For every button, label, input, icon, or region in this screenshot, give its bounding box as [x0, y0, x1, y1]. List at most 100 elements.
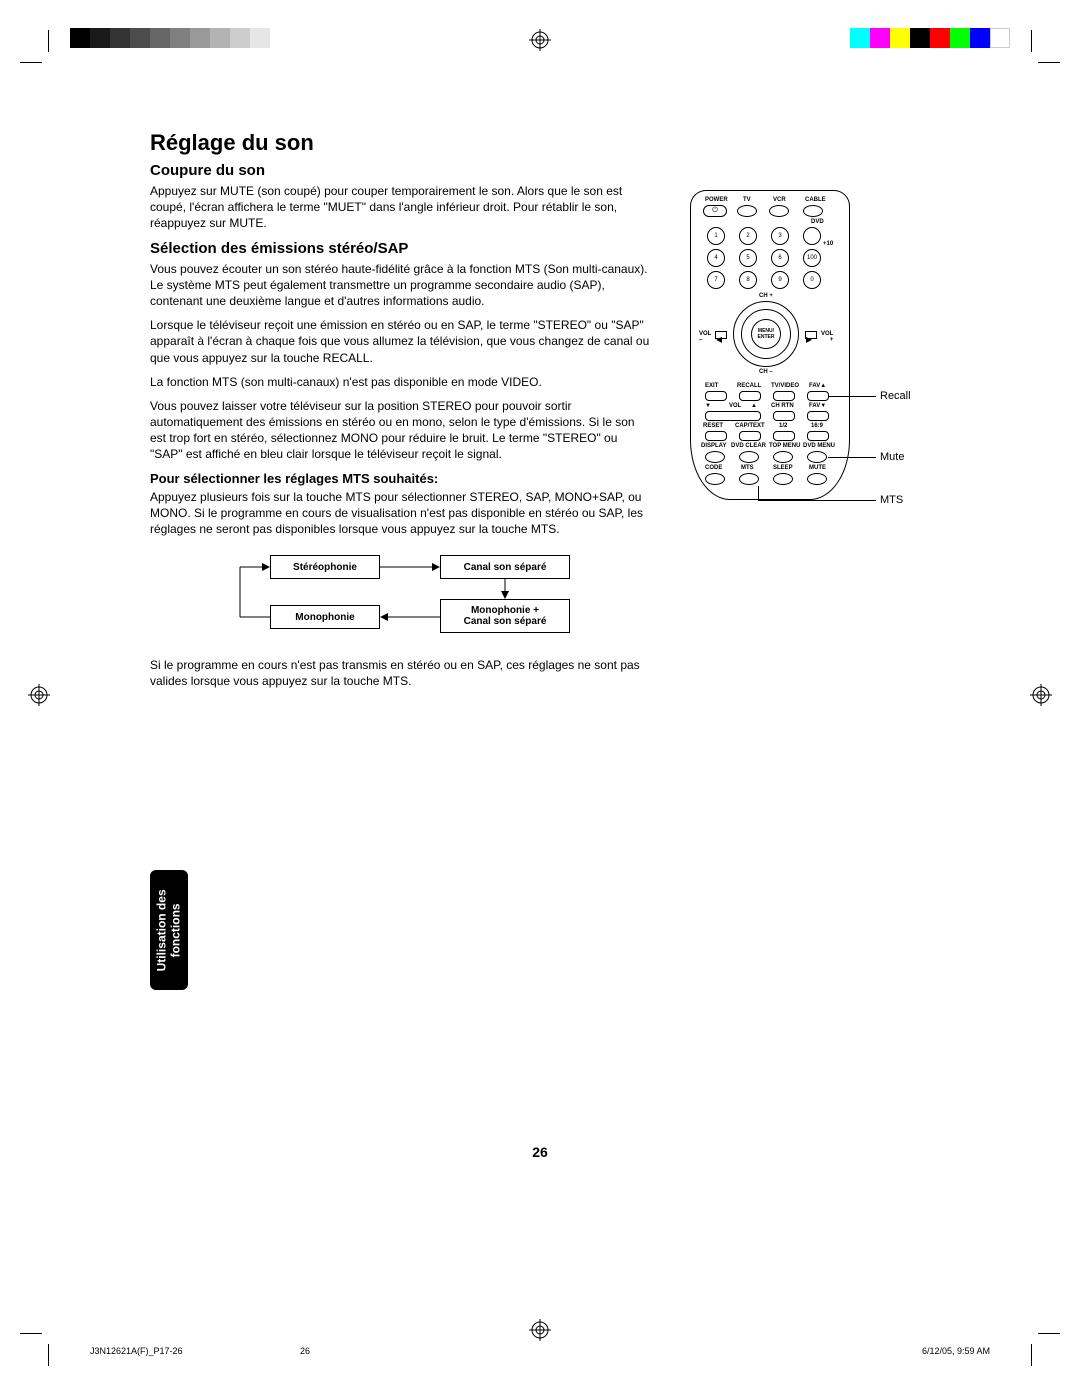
- remote-label: 16:9: [811, 423, 823, 429]
- remote-num-9: 9: [771, 271, 789, 289]
- remote-vcr-button: [769, 205, 789, 217]
- remote-label: DVD MENU: [803, 443, 835, 449]
- paragraph: Vous pouvez écouter un son stéréo haute-…: [150, 261, 650, 310]
- remote-topmenu-btn: [773, 451, 793, 463]
- callout-line: [758, 500, 876, 501]
- remote-label-cable: CABLE: [805, 197, 826, 203]
- section-tab-label: Utilisation des fonctions: [155, 889, 184, 971]
- callout-mute: Mute: [880, 451, 904, 463]
- page-title: Réglage du son: [150, 130, 930, 156]
- remote-label: VOL: [729, 403, 741, 409]
- remote-label-chplus: CH +: [759, 293, 773, 299]
- tab-line: Utilisation des: [155, 889, 169, 971]
- crop-mark: [20, 62, 42, 63]
- remote-label: DISPLAY: [701, 443, 726, 449]
- remote-right-arrow: ▸: [805, 331, 817, 339]
- page-number: 26: [532, 1144, 548, 1160]
- remote-mts-btn: [739, 473, 759, 485]
- remote-label: ▲: [751, 403, 757, 409]
- remote-label: FAV▼: [809, 403, 826, 409]
- remote-num-4: 4: [707, 249, 725, 267]
- crop-mark: [20, 1333, 42, 1334]
- remote-tv-button: [737, 205, 757, 217]
- mts-cycle-diagram: Stéréophonie Canal son séparé Monophonie…: [210, 547, 610, 647]
- heading-sap: Sélection des émissions stéréo/SAP: [150, 240, 650, 257]
- footer-timestamp: 6/12/05, 9:59 AM: [922, 1346, 990, 1356]
- remote-num-7: 7: [707, 271, 725, 289]
- remote-code-btn: [705, 473, 725, 485]
- callout-line: [828, 396, 876, 397]
- remote-label-volplus: VOL+: [821, 331, 833, 343]
- registration-mark-icon: [529, 1319, 551, 1341]
- remote-label: DVD CLEAR: [731, 443, 766, 449]
- remote-label: TV/VIDEO: [771, 383, 799, 389]
- remote-num-1: 1: [707, 227, 725, 245]
- left-text-column: Coupure du son Appuyez sur MUTE (son cou…: [150, 162, 650, 690]
- paragraph: La fonction MTS (son multi-canaux) n'est…: [150, 374, 650, 390]
- remote-exit-btn: [705, 391, 727, 401]
- callout-line-v: [758, 486, 759, 500]
- remote-power-button: ⏻: [703, 205, 727, 217]
- cmyk-bar: [850, 28, 1010, 48]
- greyscale-bar: [70, 28, 270, 48]
- remote-dvdclear-btn: [739, 451, 759, 463]
- paragraph: Appuyez plusieurs fois sur la touche MTS…: [150, 489, 650, 538]
- remote-label: ▼: [705, 403, 711, 409]
- paragraph: Appuyez sur MUTE (son coupé) pour couper…: [150, 183, 650, 232]
- remote-dvdmenu-btn: [807, 451, 827, 463]
- remote-figure: POWER TV VCR CABLE ⏻ DVD 1 2 3 +10 4 5 6…: [690, 190, 930, 500]
- remote-label: RECALL: [737, 383, 761, 389]
- remote-label: 1/2: [779, 423, 787, 429]
- remote-favup-btn: [807, 391, 829, 401]
- remote-menu-enter: MENU/ ENTER: [751, 319, 781, 349]
- remote-num-3: 3: [771, 227, 789, 245]
- remote-label-chminus: CH –: [759, 369, 773, 375]
- remote-label-dvd: DVD: [811, 219, 824, 225]
- remote-captext-btn: [739, 431, 761, 441]
- remote-label: CH RTN: [771, 403, 794, 409]
- remote-favdn-btn: [807, 411, 829, 421]
- remote-chrtn-btn: [773, 411, 795, 421]
- remote-label: EXIT: [705, 383, 718, 389]
- remote-label: MTS: [741, 465, 754, 471]
- remote-num-6: 6: [771, 249, 789, 267]
- registration-mark-icon: [529, 29, 551, 51]
- crop-mark: [48, 1344, 49, 1366]
- remote-mute-btn: [807, 473, 827, 485]
- registration-mark-icon: [1030, 684, 1052, 706]
- callout-recall: Recall: [880, 390, 911, 402]
- remote-label: RESET: [703, 423, 723, 429]
- remote-label: MUTE: [809, 465, 826, 471]
- remote-169-btn: [807, 431, 829, 441]
- remote-label: TOP MENU: [769, 443, 800, 449]
- remote-sleep-btn: [773, 473, 793, 485]
- crop-mark: [1038, 1333, 1060, 1334]
- remote-label: CAP/TEXT: [735, 423, 765, 429]
- registration-mark-icon: [28, 684, 50, 706]
- remote-cable-button: [803, 205, 823, 217]
- remote-reset-btn: [705, 431, 727, 441]
- tab-line: fonctions: [169, 903, 183, 957]
- heading-coupure: Coupure du son: [150, 162, 650, 179]
- remote-label-power: POWER: [705, 197, 728, 203]
- crop-mark: [1031, 30, 1032, 52]
- remote-label-plus10: +10: [823, 241, 833, 247]
- paragraph: Lorsque le téléviseur reçoit une émissio…: [150, 317, 650, 366]
- remote-half-btn: [773, 431, 795, 441]
- remote-num-5: 5: [739, 249, 757, 267]
- remote-label-vcr: VCR: [773, 197, 786, 203]
- paragraph: Vous pouvez laisser votre téléviseur sur…: [150, 398, 650, 463]
- crop-mark: [1031, 1344, 1032, 1366]
- remote-left-arrow: ◂: [715, 331, 727, 339]
- remote-label-volminus: VOL–: [699, 331, 711, 343]
- footer-filename: J3N12621A(F)_P17-26: [90, 1346, 183, 1356]
- remote-num-2: 2: [739, 227, 757, 245]
- remote-display-btn: [705, 451, 725, 463]
- remote-recall-btn: [739, 391, 761, 401]
- remote-num-0: 0: [803, 271, 821, 289]
- callout-mts: MTS: [880, 494, 903, 506]
- remote-num-8: 8: [739, 271, 757, 289]
- content-column: Réglage du son Coupure du son Appuyez su…: [150, 130, 930, 698]
- remote-dvd-btn: [803, 227, 821, 245]
- callout-line: [828, 457, 876, 458]
